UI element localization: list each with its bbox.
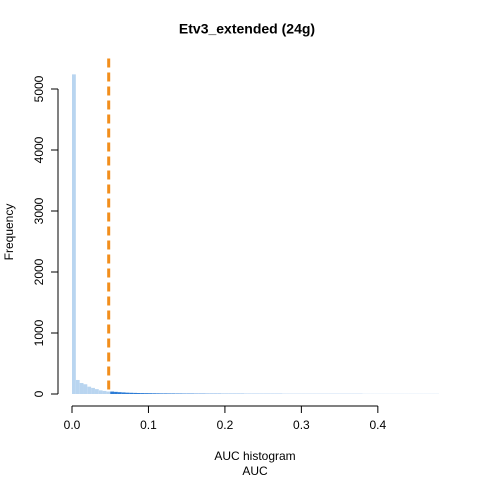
x-tick-label: 0.4: [369, 418, 386, 432]
bar: [87, 386, 92, 394]
bar: [94, 389, 99, 394]
bar: [121, 392, 126, 394]
bar: [148, 393, 153, 394]
y-tick-label: 5000: [32, 75, 46, 102]
bar: [114, 391, 118, 394]
x-tick-label: 0.1: [140, 418, 157, 432]
subtitle: AUC: [242, 464, 268, 478]
y-axis-label: Frequency: [2, 204, 16, 261]
bar: [106, 391, 111, 394]
y-tick-label: 0: [32, 390, 46, 397]
chart-title: Etv3_extended (24g): [179, 21, 315, 37]
bar: [91, 387, 95, 394]
bar: [117, 392, 122, 394]
bar: [125, 392, 130, 394]
y-tick-label: 1000: [32, 319, 46, 346]
y-tick-label: 3000: [32, 197, 46, 224]
bar: [140, 393, 145, 394]
bar: [144, 393, 149, 394]
bar: [129, 392, 134, 394]
bar: [171, 393, 176, 394]
bar: [152, 393, 157, 394]
bar: [79, 383, 84, 394]
bar: [83, 384, 88, 394]
x-tick-label: 0.0: [64, 418, 81, 432]
bar: [102, 390, 107, 394]
bar: [136, 393, 141, 394]
y-tick-label: 4000: [32, 136, 46, 163]
x-axis-label: AUC histogram: [214, 449, 295, 463]
bar: [159, 393, 164, 394]
bar: [75, 379, 80, 394]
bar: [98, 390, 103, 394]
x-tick-label: 0.3: [293, 418, 310, 432]
x-tick-label: 0.2: [217, 418, 234, 432]
bar: [110, 391, 115, 394]
bar: [133, 392, 137, 394]
bar: [167, 393, 172, 394]
bar: [72, 74, 76, 395]
bar: [156, 393, 160, 394]
y-tick-label: 2000: [32, 258, 46, 285]
bar: [163, 393, 168, 394]
